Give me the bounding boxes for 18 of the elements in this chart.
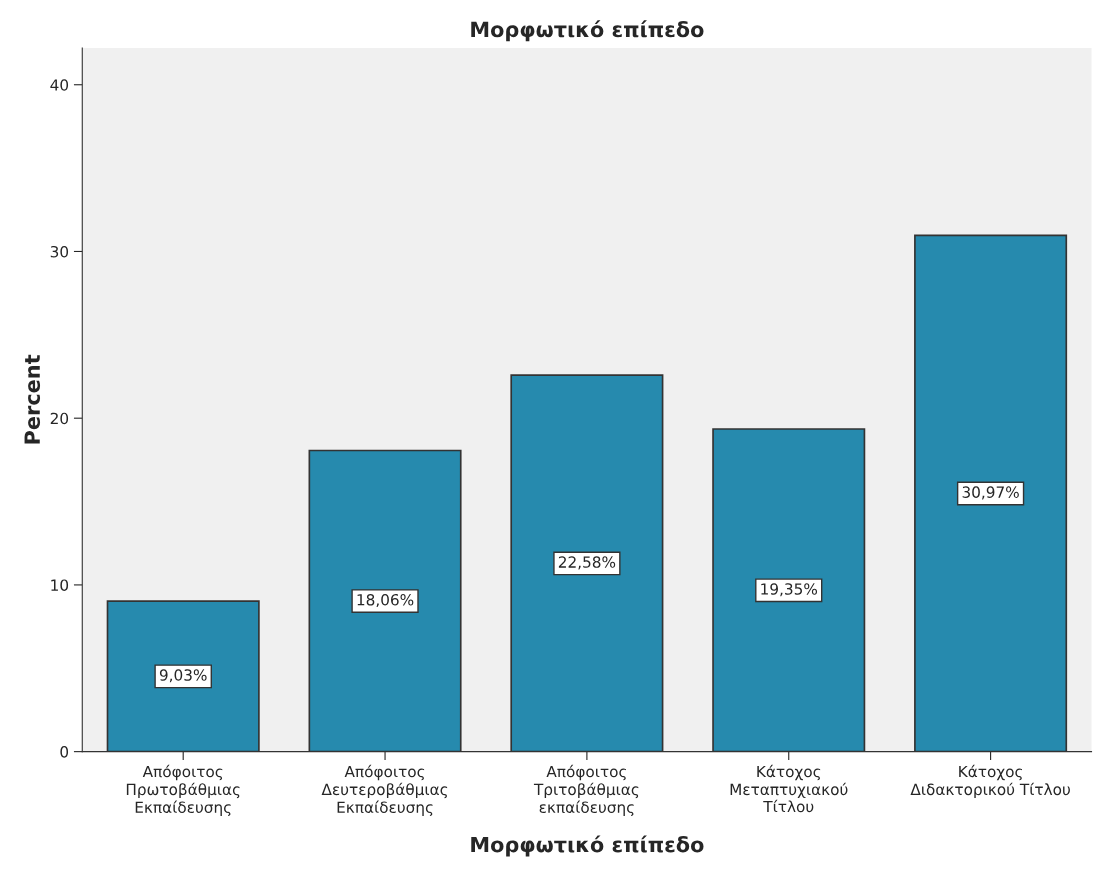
data-label: 30,97% (962, 486, 1019, 500)
x-tick-label: Απόφοιτος Δευτεροβάθμιας Εκπαίδευσης (321, 764, 448, 817)
x-tick-label: Κάτοχος Διδακτορικού Τίτλου (910, 764, 1070, 799)
data-label: 22,58% (558, 556, 616, 570)
x-tick-label: Κάτοχος Μεταπτυχιακού Τίτλου (730, 764, 848, 813)
y-tick-label: 30 (50, 245, 69, 258)
x-tick-label: Απόφοιτος Πρωτοβάθμιας Εκπαίδευσης (126, 764, 240, 817)
data-label: 9,03% (159, 669, 207, 683)
y-axis-title: Percent (24, 354, 41, 444)
y-tick-label: 0 (60, 746, 69, 758)
chart-title: Μορφωτικό επίπεδο (471, 20, 704, 42)
y-tick-label: 40 (50, 79, 69, 91)
data-label: 18,06% (357, 593, 414, 608)
y-tick-label: 10 (51, 579, 69, 591)
y-tick-label: 20 (50, 412, 69, 425)
x-tick-label: Απόφοιτος Τριτοβάθμιας εκπαίδευσης (533, 764, 639, 817)
data-label: 19,35% (761, 583, 818, 597)
x-axis-title: Μορφωτικό επίπεδο (471, 835, 704, 857)
